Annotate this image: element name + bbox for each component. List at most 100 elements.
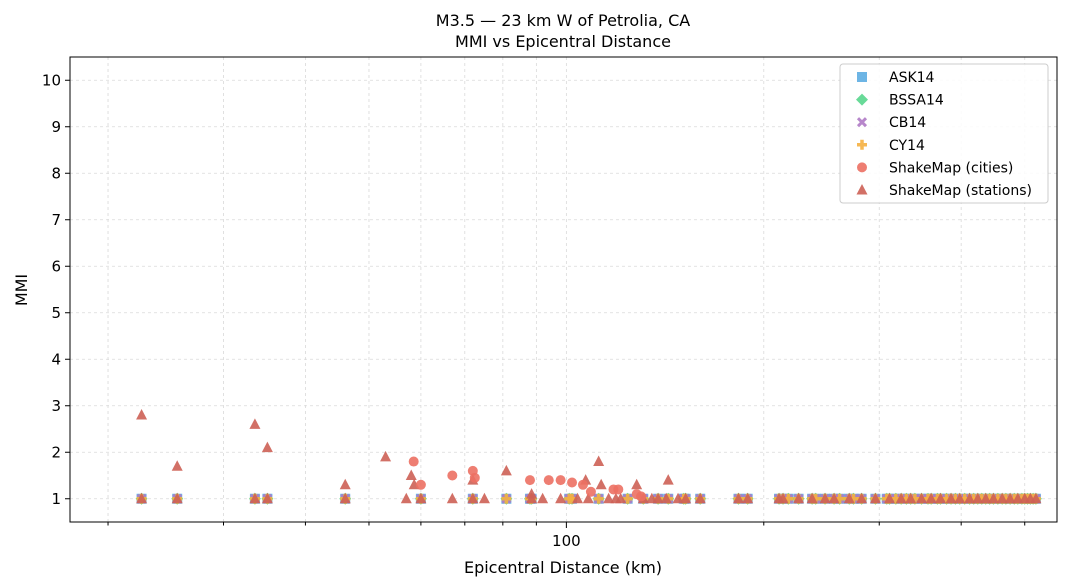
shakemap-station-point (595, 478, 607, 490)
shakemap-station-point (987, 492, 999, 504)
y-tick-label: 5 (51, 304, 61, 322)
shakemap-station-point (446, 492, 458, 504)
shakemap-station-point (572, 492, 584, 504)
shakemap-station-point (672, 492, 684, 504)
shakemap-station-point (884, 492, 896, 504)
shakemap-city-point (585, 486, 596, 497)
legend-marker (857, 162, 867, 173)
shakemap-station-point (828, 492, 840, 504)
shakemap-station-point (478, 492, 490, 504)
legend-label: CB14 (889, 115, 926, 131)
y-tick-label: 6 (51, 257, 61, 275)
shakemap-station-point (339, 492, 351, 504)
axes: 100 1 2 3 4 5 6 7 8 9 10 (42, 71, 1026, 550)
legend-marker (856, 117, 868, 128)
shakemap-city-point (524, 475, 535, 486)
shakemap-station-point (935, 492, 947, 504)
shakemap-station-point (526, 492, 538, 504)
y-tick-label: 2 (51, 443, 61, 461)
shakemap-station-point (954, 492, 966, 504)
shakemap-station-point (400, 492, 412, 504)
cy14-point (593, 493, 604, 504)
shakemap-station-point (925, 492, 937, 504)
shakemap-station-point (339, 478, 351, 490)
shakemap-station-point (171, 460, 183, 471)
legend-label: ASK14 (889, 70, 935, 86)
legend-label: BSSA14 (889, 93, 944, 109)
data-points (135, 409, 1042, 505)
shakemap-city-point (408, 456, 419, 467)
shakemap-station-point (856, 492, 868, 504)
legend-marker (856, 93, 868, 106)
shakemap-city-point (577, 479, 588, 490)
shakemap-station-point (945, 492, 957, 504)
x-axis-label: Epicentral Distance (km) (464, 558, 662, 577)
y-tick-label: 4 (51, 350, 61, 368)
shakemap-station-point (171, 492, 183, 504)
x-tick-label: 100 (552, 532, 581, 550)
shakemap-station-point (405, 469, 417, 480)
shakemap-station-point (905, 492, 917, 504)
chart-subtitle: MMI vs Epicentral Distance (455, 32, 671, 51)
shakemap-station-point (964, 492, 976, 504)
shakemap-city-point (415, 479, 426, 490)
shakemap-station-point (996, 492, 1008, 504)
shakemap-station-point (261, 492, 273, 504)
shakemap-station-point (1004, 492, 1016, 504)
cy14-point (622, 493, 633, 504)
shakemap-city-point (469, 472, 480, 483)
shakemap-city-point (447, 470, 458, 481)
shakemap-station-point (1012, 492, 1024, 504)
shakemap-station-point (742, 492, 754, 504)
y-tick-label: 1 (51, 490, 61, 508)
legend-marker (857, 72, 867, 82)
legend-label: ShakeMap (cities) (889, 160, 1013, 176)
shakemap-station-point (603, 492, 615, 504)
shakemap-station-point (680, 492, 692, 504)
shakemap-station-point (467, 492, 479, 504)
y-axis-label: MMI (12, 274, 31, 306)
legend-box (839, 63, 1049, 204)
shakemap-station-point (732, 492, 744, 504)
shakemap-station-point (249, 492, 261, 504)
y-tick-label: 7 (51, 211, 61, 229)
legend-marker (857, 139, 867, 150)
plot-frame (69, 56, 1058, 523)
shakemap-station-point (615, 492, 627, 504)
shakemap-station-point (843, 492, 855, 504)
shakemap-station-point (980, 492, 992, 504)
chart-title: M3.5 — 23 km W of Petrolia, CA (436, 11, 690, 30)
shakemap-station-point (895, 492, 907, 504)
shakemap-station-point (136, 492, 148, 504)
shakemap-city-point (636, 491, 647, 502)
shakemap-station-point (537, 492, 549, 504)
shakemap-station-point (972, 492, 984, 504)
legend-marker (856, 184, 868, 195)
y-tick-label: 10 (42, 71, 61, 89)
shakemap-station-point (136, 409, 148, 420)
shakemap-station-point (777, 492, 789, 504)
shakemap-station-point (793, 492, 805, 504)
legend-label: CY14 (889, 138, 925, 154)
shakemap-city-point (543, 475, 554, 486)
shakemap-station-point (916, 492, 928, 504)
y-tick-label: 8 (51, 164, 61, 182)
shakemap-station-point (652, 492, 664, 504)
shakemap-city-point (555, 475, 566, 486)
shakemap-city-point (567, 477, 578, 488)
cy14-point (501, 493, 512, 504)
shakemap-station-point (806, 492, 818, 504)
shakemap-station-point (415, 492, 427, 504)
y-tick-label: 3 (51, 397, 61, 415)
shakemap-station-point (662, 474, 674, 485)
shakemap-station-point (261, 441, 273, 453)
shakemap-station-point (249, 418, 261, 429)
y-tick-label: 9 (51, 118, 61, 136)
shakemap-station-point (631, 478, 643, 490)
shakemap-station-point (660, 492, 672, 504)
shakemap-city-point (613, 484, 624, 495)
shakemap-station-point (1030, 492, 1042, 504)
legend: ASK14 BSSA14 CB14 CY14 ShakeMap (cities) Shak… (839, 63, 1049, 204)
shakemap-station-point (694, 492, 706, 504)
